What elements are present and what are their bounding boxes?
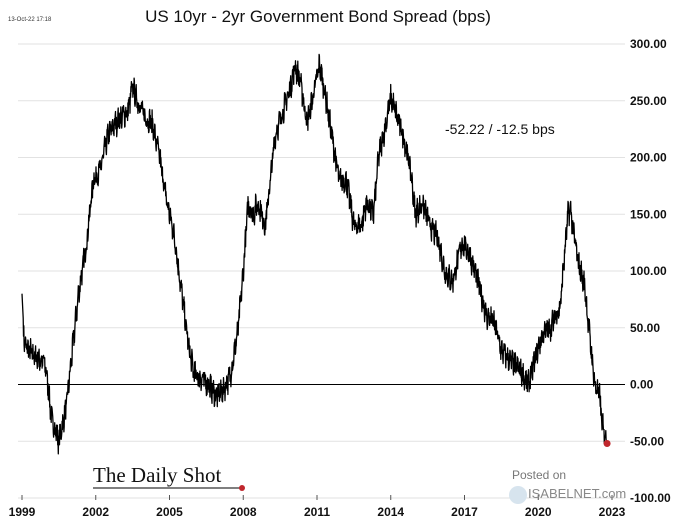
chart-title: US 10yr - 2yr Government Bond Spread (bp… [145,7,491,26]
isabelnet-logo: Posted on ISABELNET.com [509,468,626,504]
last-point-marker [603,440,611,448]
daily-shot-dot [239,485,245,491]
x-tick-label: 1999 [9,505,36,519]
posted-on-text: Posted on [512,468,566,482]
y-tick-label: 50.00 [630,321,660,335]
isabelnet-text: ISABELNET.com [528,486,626,501]
y-axis: 300.00 250.00 200.00 150.00 100.00 50.00 0.00 -… [630,37,671,505]
x-tick-label: 2002 [82,505,109,519]
gridlines [18,43,625,499]
x-tick-label: 2023 [599,505,626,519]
y-tick-label: 100.00 [630,264,667,278]
daily-shot-text: The Daily Shot [93,463,221,487]
x-tick-label: 2005 [156,505,183,519]
y-tick-label: -50.00 [630,434,664,448]
globe-icon [509,486,527,504]
annotation: -52.22 / -12.5 bps [445,121,555,137]
x-axis: 1999 2002 2005 2008 2011 2014 2017 2020 2023 [9,495,626,519]
x-tick-label: 2017 [451,505,478,519]
y-tick-label: 300.00 [630,37,667,51]
daily-shot-logo: The Daily Shot [93,463,242,489]
series-line [21,53,608,455]
x-tick-label: 2014 [377,505,404,519]
y-tick-label: 250.00 [630,94,667,108]
y-tick-label: 0.00 [630,378,654,392]
x-tick-label: 2011 [304,505,330,519]
y-tick-label: 200.00 [630,151,667,165]
x-tick-label: 2020 [525,505,552,519]
timestamp: 13-Oct-22 17:18 [8,17,52,23]
x-tick-label: 2008 [230,505,257,519]
y-tick-label: -100.00 [630,491,671,505]
y-tick-label: 150.00 [630,207,667,221]
